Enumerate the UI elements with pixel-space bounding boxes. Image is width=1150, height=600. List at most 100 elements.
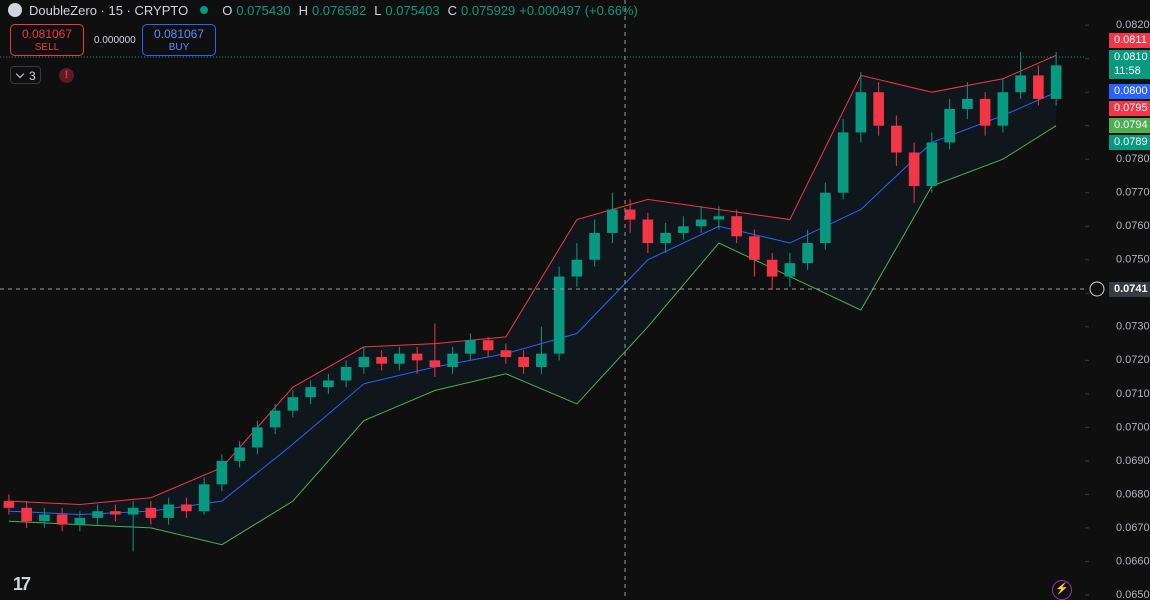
tv-logo[interactable]: 17 (13, 574, 31, 594)
y-tick-label: 0.0730 (1116, 321, 1150, 333)
candle-body (145, 507, 157, 518)
candle-body (92, 511, 103, 518)
candle-body (855, 92, 867, 133)
candle-body (447, 353, 458, 368)
sell-label: SELL (34, 42, 60, 53)
band-line (8, 54, 1057, 505)
candle-body (198, 484, 210, 512)
price-tag: 0.0789 (1109, 135, 1150, 150)
candle-body (1015, 75, 1026, 93)
indicators-toggle[interactable]: 3 (10, 66, 41, 84)
candle-body (749, 236, 760, 260)
symbol[interactable]: DoubleZero · 15 · CRYPTO (29, 2, 189, 18)
price-tag: 0.0810 11:58 (1109, 50, 1150, 79)
candle-body (553, 276, 565, 354)
ohlc-value: 0.076582 (311, 2, 367, 18)
y-tick-label: 0.0710 (1116, 388, 1150, 400)
change: +0.000497 (+0.66%) (519, 2, 638, 18)
candle-body (518, 356, 529, 368)
ohlc-key: L (374, 2, 382, 18)
buy-price: 0.081067 (153, 27, 205, 41)
candle-body (695, 219, 707, 227)
candle-body (3, 501, 15, 508)
crosshair-label: 0.0741 (1114, 283, 1148, 295)
ohlc-key: O (222, 2, 233, 18)
y-tick-label: 0.0820 (1116, 19, 1150, 31)
candle-body (713, 216, 725, 220)
candle-body (394, 353, 405, 364)
logo (8, 3, 22, 17)
ohlc-key: C (447, 2, 458, 18)
candle-body (39, 514, 50, 522)
warning-icon[interactable]: ! (59, 68, 74, 83)
candle-body (163, 504, 174, 518)
y-tick-label: 0.0770 (1116, 187, 1150, 199)
price-tag: 0.0800 (1109, 84, 1150, 99)
candle-body (287, 397, 299, 411)
candle-body (252, 427, 263, 448)
alert-icon[interactable]: ⚡ (1052, 580, 1072, 600)
candle-body (891, 125, 902, 153)
ohlc-value: 0.075929 (461, 2, 516, 18)
candle-body (731, 216, 742, 237)
candle-body (376, 356, 387, 364)
candle-body (589, 232, 600, 260)
candle-body (269, 410, 281, 428)
candle-body (56, 514, 68, 525)
price-tag: 0.0794 (1109, 118, 1150, 133)
candle-body (305, 387, 316, 398)
price-tag: 0.0811 (1109, 33, 1150, 48)
candle-body (962, 98, 973, 109)
y-tick-label: 0.0700 (1116, 421, 1150, 433)
price-tag-label: 0.0810 (1114, 51, 1148, 63)
y-tick-label: 0.0680 (1116, 488, 1150, 500)
candle-body (340, 367, 352, 381)
y-tick-label: 0.0670 (1116, 522, 1150, 534)
buy-label: BUY (168, 42, 190, 53)
buy-button[interactable]: 0.081067 BUY (142, 24, 216, 56)
candle-body (571, 259, 583, 277)
status-dot (200, 6, 209, 14)
price-tag-label: 0.0811 (1114, 34, 1147, 46)
candle-body (784, 263, 796, 277)
candle-body (873, 92, 884, 126)
candle-body (74, 517, 86, 525)
candle-body (323, 380, 334, 388)
y-tick-label: 0.0720 (1116, 354, 1150, 366)
candle-body (607, 209, 618, 233)
band-line (8, 125, 1057, 546)
candle-body (1033, 75, 1044, 99)
price-tag-label: 0.0794 (1114, 119, 1148, 131)
candle-body (997, 92, 1009, 126)
candle-body (482, 340, 494, 351)
candle-body (820, 192, 831, 244)
candle-body (21, 507, 32, 522)
candle-body (465, 340, 476, 354)
y-tick-label: 0.0650 (1116, 589, 1150, 600)
candle-body (660, 232, 671, 244)
price-tag-label: 0.0800 (1114, 85, 1148, 97)
price-tag-label: 0.0789 (1114, 136, 1148, 148)
candle-body (624, 209, 636, 220)
sell-button[interactable]: 0.081067 SELL (10, 24, 84, 56)
candle-body (678, 226, 689, 233)
y-tick-label: 0.0780 (1116, 153, 1150, 165)
crosshair-plus (1089, 281, 1105, 297)
candle-body (642, 219, 654, 244)
candle-body (358, 356, 370, 368)
candle-body (802, 243, 813, 264)
y-tick-label: 0.0750 (1116, 254, 1150, 266)
candle-body (944, 108, 955, 143)
ohlc-value: 0.075430 (236, 2, 291, 18)
candle-body (908, 152, 920, 187)
price-tag-label: 0.0795 (1114, 102, 1148, 114)
price-tag: 0.0795 (1109, 101, 1150, 116)
candle-body (926, 142, 938, 187)
candle-body (411, 353, 423, 361)
candle-body (536, 353, 547, 368)
sell-price: 0.081067 (21, 27, 73, 41)
y-tick-label: 0.0760 (1116, 220, 1150, 232)
candle-body (110, 511, 121, 515)
symbol-header: DoubleZero · 15 · CRYPTO O 0.075430 H 0.07… (8, 1, 638, 19)
